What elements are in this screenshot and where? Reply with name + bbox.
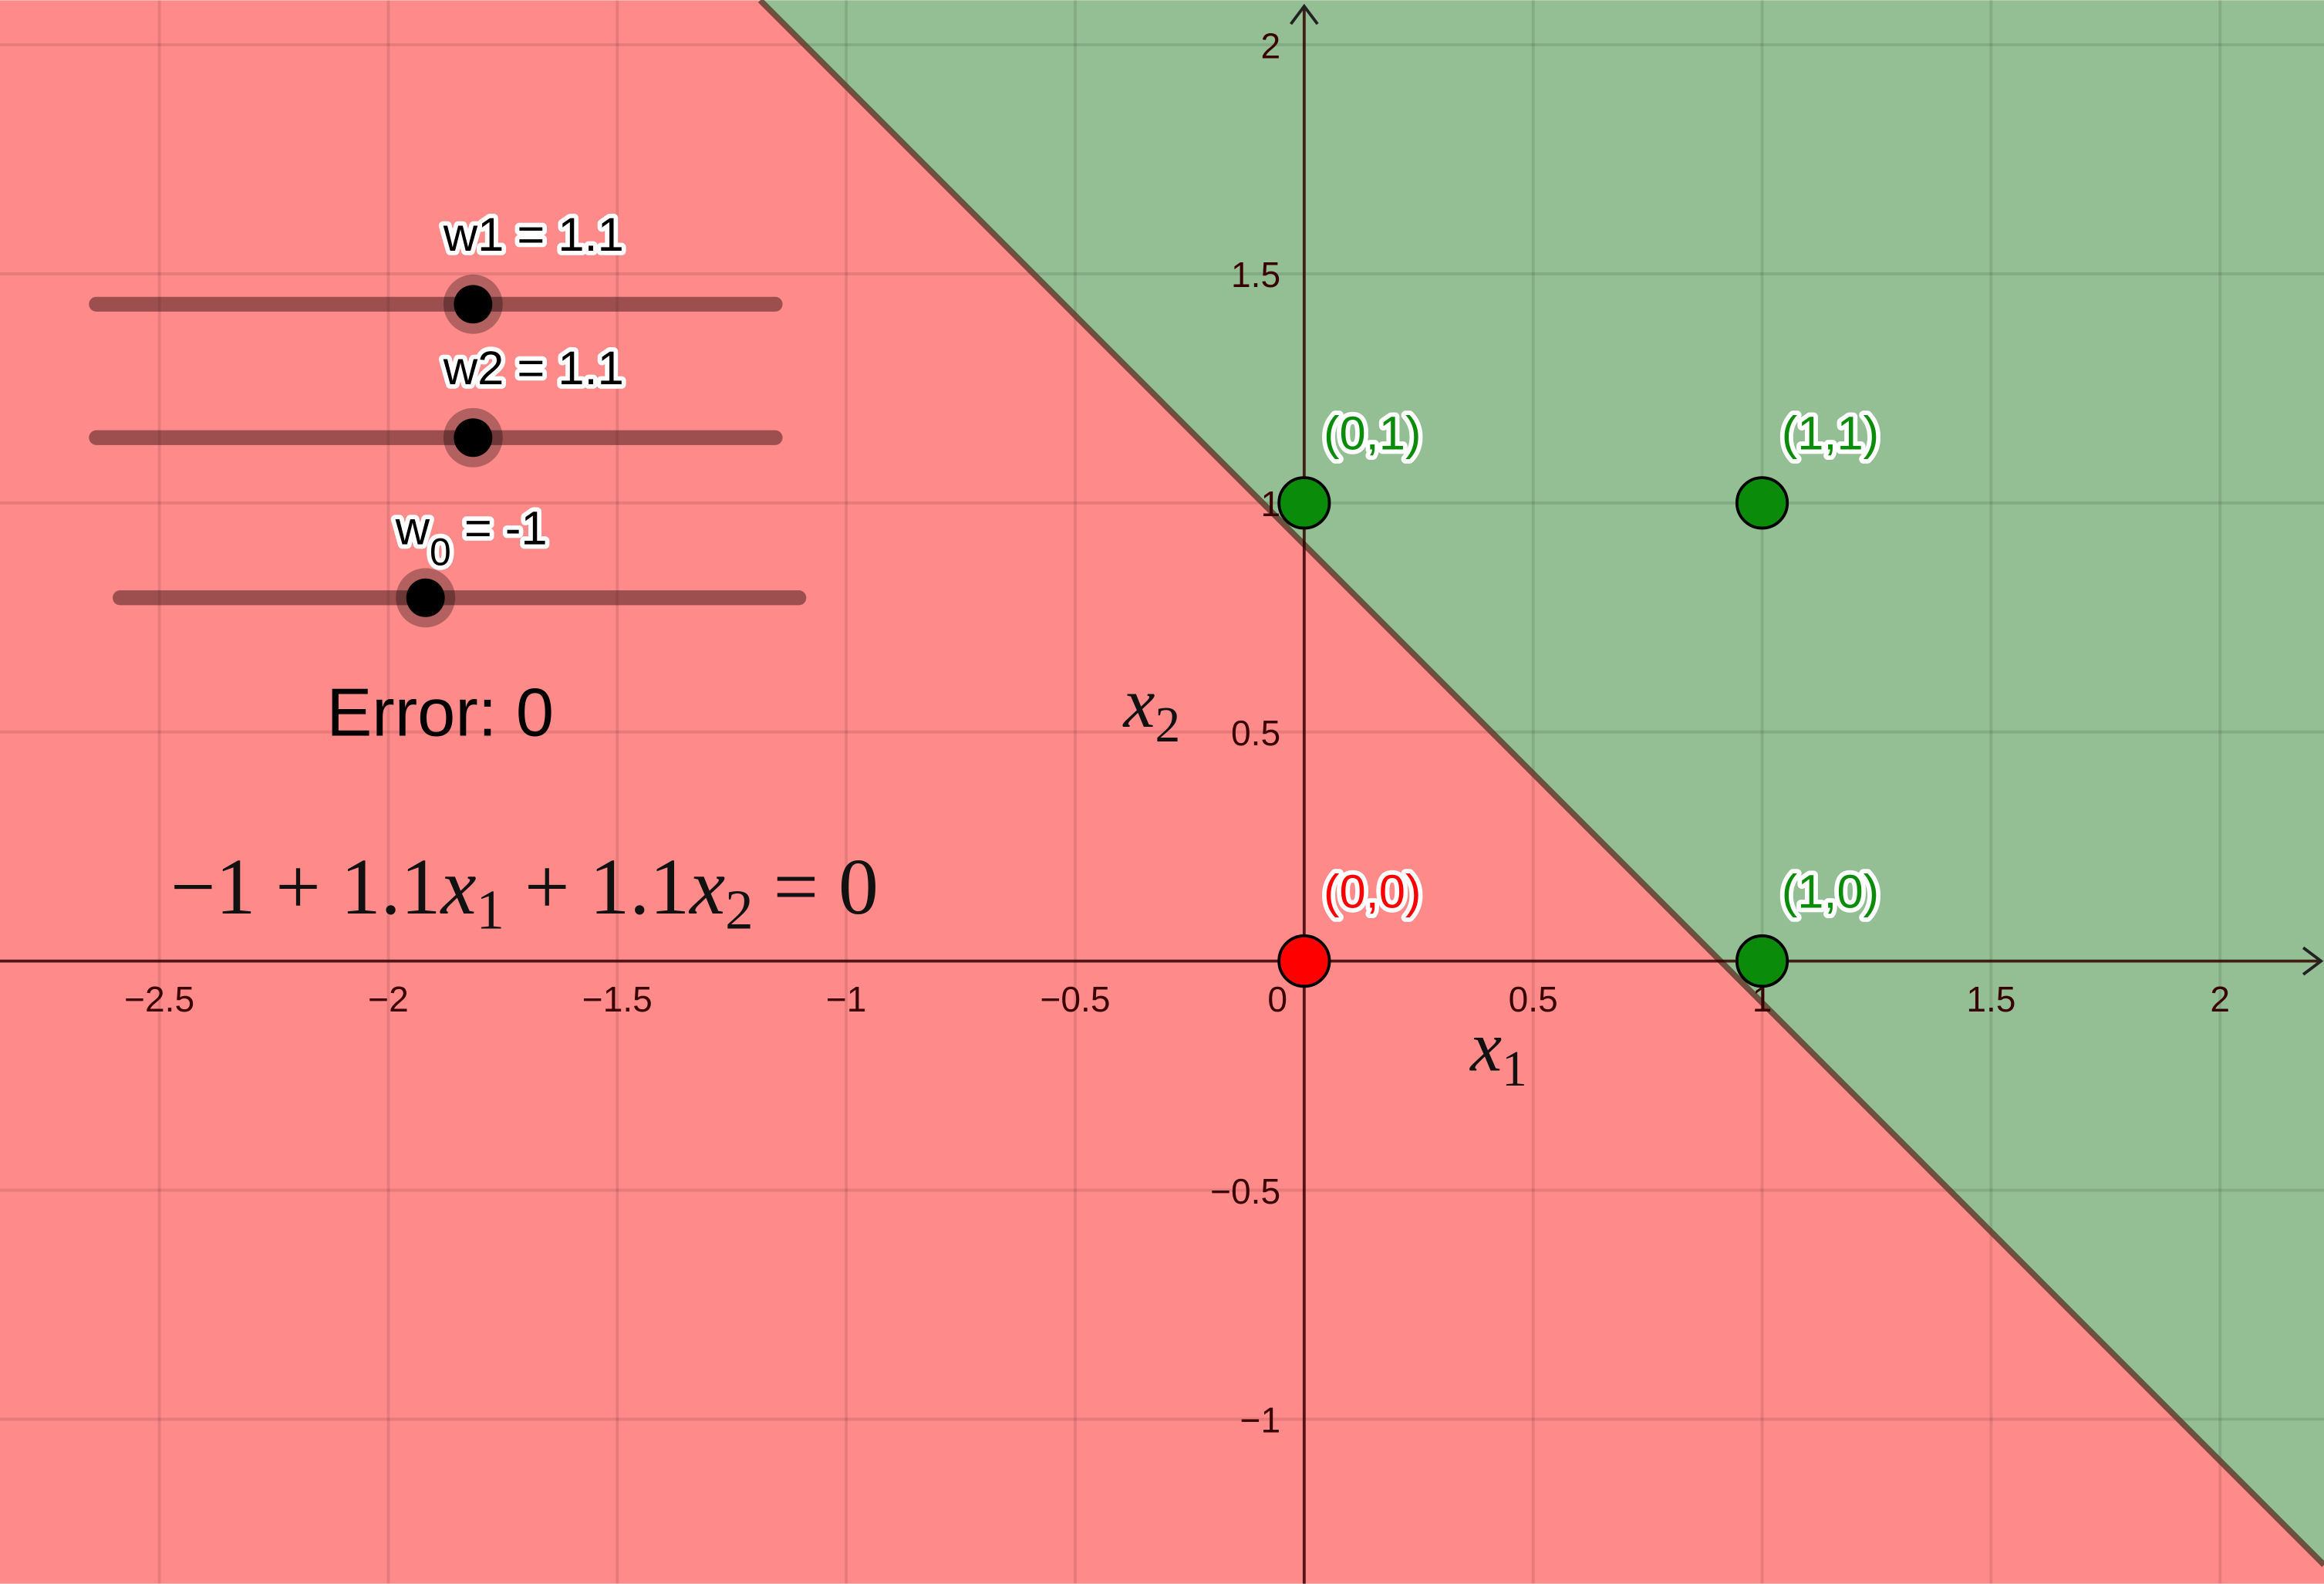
point[interactable] (1735, 476, 1789, 530)
subscript: 0 (430, 531, 451, 574)
point-label: (1,0) (1782, 865, 1879, 918)
y-tick-label: −0.5 (1210, 1171, 1280, 1211)
x-tick-label: 1.5 (1966, 979, 2015, 1019)
x-tick-label: −2 (368, 979, 409, 1019)
y-tick-label: 0.5 (1231, 713, 1280, 753)
subscript: 1 (1502, 1042, 1527, 1097)
label-text: = -1 (451, 502, 548, 556)
y-axis-label: x2 (1122, 664, 1181, 753)
point-label: (1,1) (1782, 407, 1879, 461)
point[interactable] (1735, 934, 1789, 988)
point-label: (0,1) (1324, 407, 1421, 461)
subscript: 2 (1155, 697, 1180, 753)
y-tick-label: 1.5 (1231, 255, 1280, 295)
equation-text: −1 + 1.1 (170, 843, 440, 931)
y-tick-label: −1 (1240, 1400, 1281, 1440)
label-text: w (395, 502, 430, 556)
x-axis-label: x1 (1469, 1008, 1527, 1097)
label-text: w2 = 1.1 (443, 342, 624, 395)
slider-label: w0 = -1 (395, 502, 548, 574)
equation-text: + 1.1 (504, 843, 690, 931)
slider-knob[interactable] (454, 418, 493, 458)
variable: x (688, 843, 725, 931)
x-tick-label: 0.5 (1509, 979, 1558, 1019)
variable: x (1122, 664, 1155, 742)
x-tick-label: −2.5 (124, 979, 194, 1019)
equation-text: = 0 (754, 843, 879, 931)
x-tick-label: −0.5 (1040, 979, 1110, 1019)
subscript: 2 (725, 878, 754, 941)
y-tick-label: 2 (1260, 25, 1280, 66)
point[interactable] (1277, 934, 1331, 988)
decision-boundary (757, 0, 2324, 1567)
point[interactable] (1277, 476, 1331, 530)
slider-knob[interactable] (454, 285, 493, 324)
slider-label: w2 = 1.1 (443, 342, 624, 395)
slider-label: w1 = 1.1 (443, 208, 624, 262)
equation: −1 + 1.1x1 + 1.1x2 = 0 (170, 843, 879, 941)
y-tick-label: 1 (1260, 484, 1280, 524)
subscript: 1 (477, 878, 505, 941)
x-axis-arrow (2302, 946, 2324, 976)
y-axis-arrow (1290, 3, 1319, 25)
label-text: w1 = 1.1 (443, 208, 624, 262)
x-tick-label: −1.5 (582, 979, 653, 1019)
origin-label: 0 (1267, 979, 1287, 1019)
x-tick-label: 2 (2210, 979, 2230, 1019)
point-label: (0,0) (1324, 865, 1421, 918)
variable: x (439, 843, 476, 931)
slider-knob[interactable] (406, 578, 445, 617)
variable: x (1469, 1008, 1502, 1086)
error-text: Error: 0 (326, 674, 554, 750)
x-tick-label: −1 (826, 979, 867, 1019)
